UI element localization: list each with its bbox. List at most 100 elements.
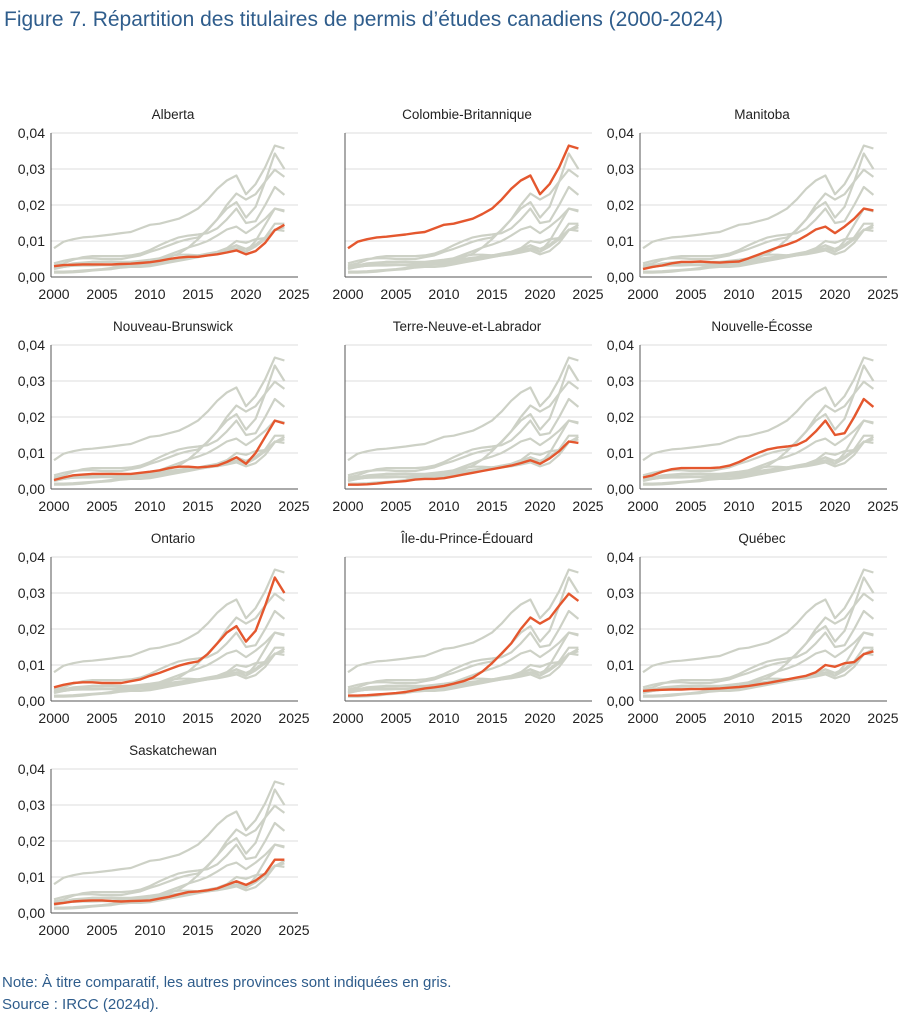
x-tick-label: 2000	[627, 710, 658, 726]
x-tick-label: 2020	[230, 286, 261, 302]
x-tick-label: 2005	[675, 498, 706, 514]
y-tick-label: 0,00	[18, 905, 45, 921]
panel-title: Nouvelle-Écosse	[711, 319, 812, 334]
x-tick-label: 2010	[428, 498, 459, 514]
x-tick-label: 2010	[134, 498, 165, 514]
x-tick-label: 2025	[278, 286, 309, 302]
panel-saskatchewan: 0,00 0,01 0,02 0,03 0,04 2000 2005 2010 2015 2020…	[18, 743, 310, 938]
panel-title: Québec	[738, 531, 786, 546]
series-line-other	[642, 568, 874, 674]
y-tick-label: 0,04	[607, 337, 634, 353]
panel-title: Colombie-Britannique	[402, 107, 532, 122]
series-line-other	[642, 356, 874, 462]
y-tick-label: 0,00	[607, 269, 634, 285]
panel--le-du-prince-douard: 2000 2005 2010 2015 2020 2025 Île-du-Prince-Éd…	[332, 531, 603, 726]
series-line-other	[642, 222, 874, 270]
panel-title: Terre-Neuve-et-Labrador	[393, 319, 542, 334]
x-tick-label: 2000	[332, 286, 363, 302]
series-line-other	[643, 592, 875, 697]
x-tick-label: 2005	[380, 286, 411, 302]
series-line-highlight	[642, 397, 875, 479]
series-line-highlight	[642, 207, 874, 271]
series-line-other	[53, 397, 286, 479]
y-tick-label: 0,00	[18, 693, 45, 709]
x-tick-label: 2010	[723, 286, 754, 302]
x-tick-label: 2005	[675, 710, 706, 726]
x-tick-label: 2005	[86, 922, 117, 938]
series-line-other	[643, 380, 875, 485]
figure-notes: Note: À titre comparatif, les autres pro…	[2, 972, 451, 1016]
y-tick-label: 0,01	[607, 657, 634, 673]
panel-terre-neuve-et-labrador: 2000 2005 2010 2015 2020 2025 Terre-Neuve-et-L…	[332, 319, 603, 514]
series-line-other	[347, 364, 580, 477]
series-line-other	[347, 576, 580, 689]
panel-title: Ontario	[151, 531, 195, 546]
panel-nouveau-brunswick: 0,00 0,01 0,02 0,03 0,04 2000 2005 2010 2015 2020…	[18, 319, 310, 514]
x-tick-label: 2000	[38, 922, 69, 938]
panel-nouvelle-cosse: 0,00 0,01 0,02 0,03 0,04 2000 2005 2010 2015 2020…	[607, 319, 899, 514]
series-line-other	[53, 356, 285, 462]
x-tick-label: 2015	[182, 922, 213, 938]
x-tick-label: 2025	[572, 286, 603, 302]
y-tick-label: 0,03	[18, 161, 45, 177]
series-line-other	[53, 144, 285, 250]
y-tick-label: 0,00	[607, 693, 634, 709]
series-line-highlight	[347, 144, 579, 250]
series-line-other	[642, 434, 874, 482]
y-tick-label: 0,04	[607, 125, 634, 141]
x-tick-label: 2010	[428, 286, 459, 302]
y-tick-label: 0,00	[18, 481, 45, 497]
x-tick-label: 2010	[134, 286, 165, 302]
note-text: Note: À titre comparatif, les autres pro…	[2, 974, 452, 991]
x-tick-label: 2015	[182, 286, 213, 302]
y-tick-label: 0,04	[18, 337, 45, 353]
x-tick-label: 2020	[230, 710, 261, 726]
y-tick-label: 0,04	[18, 761, 45, 777]
y-tick-label: 0,00	[607, 481, 634, 497]
panel-qu-bec: 0,00 0,01 0,02 0,03 0,04 2000 2005 2010 2015 2020…	[607, 531, 899, 726]
source-text: Source : IRCC (2024d).	[2, 996, 159, 1013]
x-tick-label: 2000	[627, 498, 658, 514]
y-tick-label: 0,04	[607, 549, 634, 565]
y-tick-label: 0,00	[18, 269, 45, 285]
y-tick-label: 0,01	[18, 657, 45, 673]
y-tick-label: 0,01	[607, 445, 634, 461]
x-tick-label: 2025	[278, 498, 309, 514]
y-tick-label: 0,03	[18, 373, 45, 389]
y-tick-label: 0,03	[18, 797, 45, 813]
x-tick-label: 2015	[771, 286, 802, 302]
series-line-other	[54, 592, 286, 697]
y-tick-label: 0,02	[18, 833, 45, 849]
y-tick-label: 0,01	[18, 233, 45, 249]
series-line-other	[642, 144, 874, 250]
series-line-other	[347, 434, 579, 482]
series-line-other	[53, 185, 286, 267]
panel-ontario: 0,00 0,01 0,02 0,03 0,04 2000 2005 2010 2015 2020…	[18, 531, 310, 726]
series-line-other	[642, 576, 875, 689]
series-line-other	[642, 152, 875, 265]
x-tick-label: 2020	[819, 498, 850, 514]
y-tick-label: 0,01	[18, 869, 45, 885]
y-tick-label: 0,02	[18, 197, 45, 213]
x-tick-label: 2025	[278, 710, 309, 726]
series-line-other	[347, 397, 580, 479]
x-tick-label: 2015	[771, 498, 802, 514]
x-tick-label: 2010	[723, 498, 754, 514]
x-tick-label: 2015	[771, 710, 802, 726]
series-line-other	[642, 185, 875, 267]
figure-title: Figure 7. Répartition des titulaires de …	[4, 8, 724, 31]
panel-title: Nouveau-Brunswick	[113, 319, 233, 334]
y-tick-label: 0,02	[18, 621, 45, 637]
x-tick-label: 2020	[230, 498, 261, 514]
y-tick-label: 0,04	[18, 549, 45, 565]
x-tick-label: 2025	[867, 286, 898, 302]
x-tick-label: 2000	[627, 286, 658, 302]
y-tick-label: 0,03	[607, 585, 634, 601]
x-tick-label: 2015	[476, 498, 507, 514]
series-line-other	[53, 152, 286, 265]
x-tick-label: 2005	[86, 710, 117, 726]
series-line-other	[347, 222, 579, 270]
x-tick-label: 2005	[675, 286, 706, 302]
x-tick-label: 2005	[86, 286, 117, 302]
